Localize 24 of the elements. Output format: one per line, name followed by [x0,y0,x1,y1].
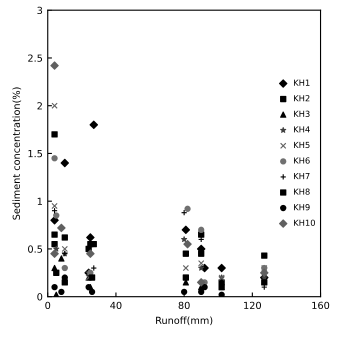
legend-label: KH10 [294,220,315,226]
y-tick-label: 1 [38,198,42,205]
legend-label: KH4 [294,126,310,132]
legend-label: KH1 [294,80,310,86]
y-tick-label: 2 [37,102,42,110]
legend-label: KH2 [294,95,310,102]
x-tick-label: 160 [312,302,330,310]
x-tick-label: 120 [244,302,261,310]
legend-label: KH8 [294,188,310,195]
legend-label: KH9 [294,204,310,210]
y-tick-label: 0.5 [28,245,42,253]
y-tick-label: 2.5 [28,54,42,62]
legend-label: KH6 [294,157,310,164]
y-tick-label: 0 [37,293,42,300]
x-tick-label: 0 [45,302,50,310]
legend-label: KH7 [294,173,310,180]
x-tick-label: 80 [178,302,190,310]
legend-label: KH5 [294,142,310,148]
x-tick-label: 40 [110,302,122,310]
legend-label: KH3 [294,110,310,117]
y-axis-title: Sediment concentration(%) [12,87,22,220]
y-tick-label: 3 [37,6,42,14]
y-tick-label: 1.5 [28,150,42,158]
x-axis-title: Runoff(mm) [156,316,212,326]
